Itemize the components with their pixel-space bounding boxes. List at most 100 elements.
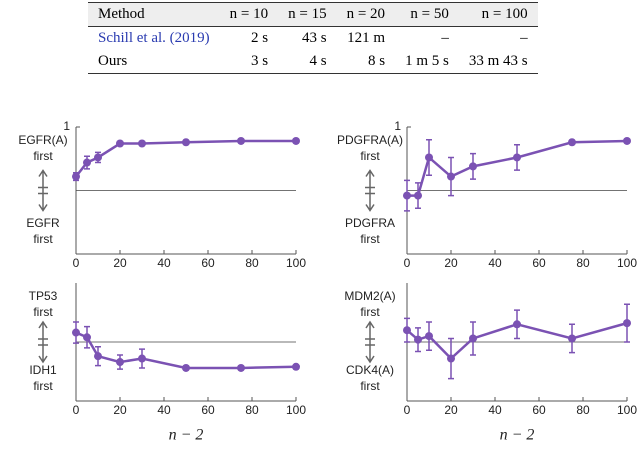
data-point [425,332,433,341]
data-point [292,362,300,371]
y-label-bottom: first [360,379,380,393]
x-tick-label: 100 [617,403,637,417]
x-tick-label: 80 [245,403,259,417]
y-label-bottom: CDK4(A) [346,363,394,377]
data-point [568,138,576,147]
data-point [447,354,455,363]
data-point [116,358,124,367]
data-point [72,172,80,181]
y-label-top: first [33,149,53,163]
table-cell: Method [88,2,220,27]
y-label-bottom: first [33,232,53,246]
data-point [568,334,576,343]
x-tick-label: 100 [617,256,637,270]
x-tick-label: 20 [444,256,458,270]
y-label-top: EGFR(A) [18,133,67,147]
x-tick-label: 60 [201,256,215,270]
x-tick-label: 20 [113,403,127,417]
table-cell: 1 m 5 s [405,53,449,69]
x-tick-label: 20 [444,403,458,417]
data-point [513,153,521,162]
data-point [403,326,411,335]
direction-arrow [38,320,48,364]
y-label-bottom: first [360,232,380,246]
x-tick-label: 40 [157,256,171,270]
data-point [414,191,422,200]
table-cell: n = 10 [219,2,279,27]
data-point [469,334,477,343]
data-point [513,320,521,329]
x-tick-label: 0 [404,403,411,417]
x-tick-label: 100 [286,403,306,417]
data-point [94,352,102,361]
direction-arrow [38,169,48,212]
x-tick-label: 60 [532,403,546,417]
data-point [403,191,411,200]
table-row: Schill et al. (2019) 2 s 43 s 121 m – – [88,27,538,51]
y-label-top: first [360,305,380,319]
data-point [116,139,124,148]
y-label-bottom: first [33,379,53,393]
results-table: Method n = 10 n = 15 n = 20 n = 50 n = 100 Sch… [88,2,538,74]
table-cell: n = 100 [458,2,538,27]
y-label-top: first [33,305,53,319]
y-label-bottom: EGFR [26,216,60,230]
y-label-top: MDM2(A) [344,289,395,303]
x-tick-label: 80 [576,256,590,270]
x-tick-label: 40 [488,403,502,417]
x-tick-label: 80 [245,256,259,270]
data-point [414,335,422,344]
table-cell: Schill et al. (2019) [98,30,210,46]
data-point [72,328,80,337]
x-axis-label: n − 2 [169,427,204,444]
table-cell: 33 m 43 s [468,53,528,69]
table-cell: n = 15 [278,2,337,27]
table-cell: n = 20 [336,2,396,27]
x-tick-label: 40 [488,256,502,270]
table-cell: 2 s [251,30,269,46]
series-line [407,139,628,197]
table-cell: – [441,30,449,46]
table-row: Ours 3 s 4 s 8 s 1 m 5 s 33 m 43 s [88,50,538,74]
data-point [138,354,146,363]
x-tick-label: 20 [113,256,127,270]
direction-arrow [365,320,375,364]
table-cell: 8 s [367,53,386,69]
header-row: Method n = 10 n = 15 n = 20 n = 50 n = 100 [88,2,538,27]
data-point [623,136,631,145]
data-point [237,363,245,372]
y-label-top: first [360,149,380,163]
data-point [83,333,91,342]
table-cell: – [520,30,528,46]
y-tick-label: 1 [394,119,401,133]
x-tick-label: 40 [157,403,171,417]
y-label-bottom: IDH1 [29,363,57,377]
data-point [469,162,477,171]
series-line [75,139,296,178]
table-cell: Ours [98,53,128,69]
y-label-top: PDGFRA(A) [337,133,403,147]
data-point [83,158,91,167]
x-tick-label: 0 [404,256,411,270]
data-point [623,319,631,328]
direction-arrow [365,169,375,212]
x-tick-label: 60 [201,403,215,417]
x-tick-label: 0 [73,256,80,270]
x-axis-label: n − 2 [500,427,535,444]
y-label-bottom: PDGFRA [345,216,395,230]
data-point [182,363,190,372]
table-cell: 4 s [309,53,327,69]
data-point [292,136,300,145]
table-cell: 3 s [251,53,269,69]
x-tick-label: 100 [286,256,306,270]
data-point [447,172,455,181]
y-label-top: TP53 [29,289,58,303]
x-tick-label: 80 [576,403,590,417]
x-tick-label: 60 [532,256,546,270]
table-cell: 121 m [347,30,386,46]
data-point [182,138,190,147]
data-point [425,153,433,162]
y-tick-label: 1 [63,119,70,133]
